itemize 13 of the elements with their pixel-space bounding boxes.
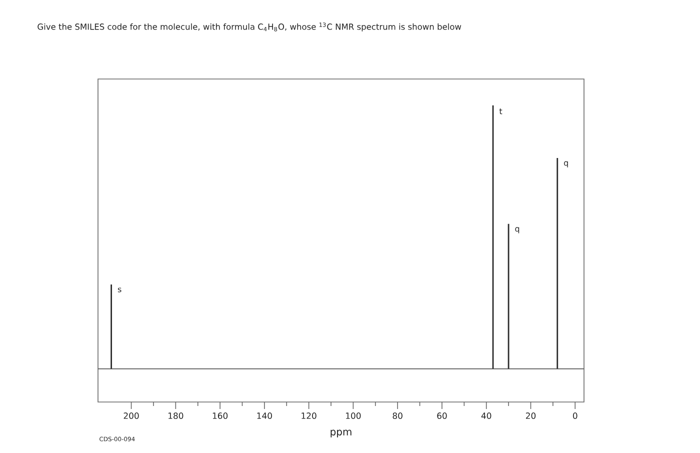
x-tick-label: 140 [257, 412, 272, 419]
x-tick-label: 80 [392, 412, 402, 419]
x-tick-label: 120 [302, 412, 316, 419]
chart-title: Give the SMILES code for the molecule, with formula C$_{4}$H$_{8}$O, whose $^{13}$C NMR spectrum is shown below [38, 22, 462, 32]
x-tick-label: 160 [212, 412, 228, 419]
x-tick-label: 180 [168, 412, 184, 419]
x-tick-label: 40 [481, 412, 492, 419]
x-tick-label: 0 [572, 412, 578, 419]
x-tick-label: 200 [124, 412, 139, 419]
x-axis-title: ppm [330, 430, 352, 438]
x-tick-label: 60 [437, 412, 447, 419]
x-tick-label: 20 [526, 412, 536, 419]
x-tick-label: 100 [346, 412, 361, 419]
